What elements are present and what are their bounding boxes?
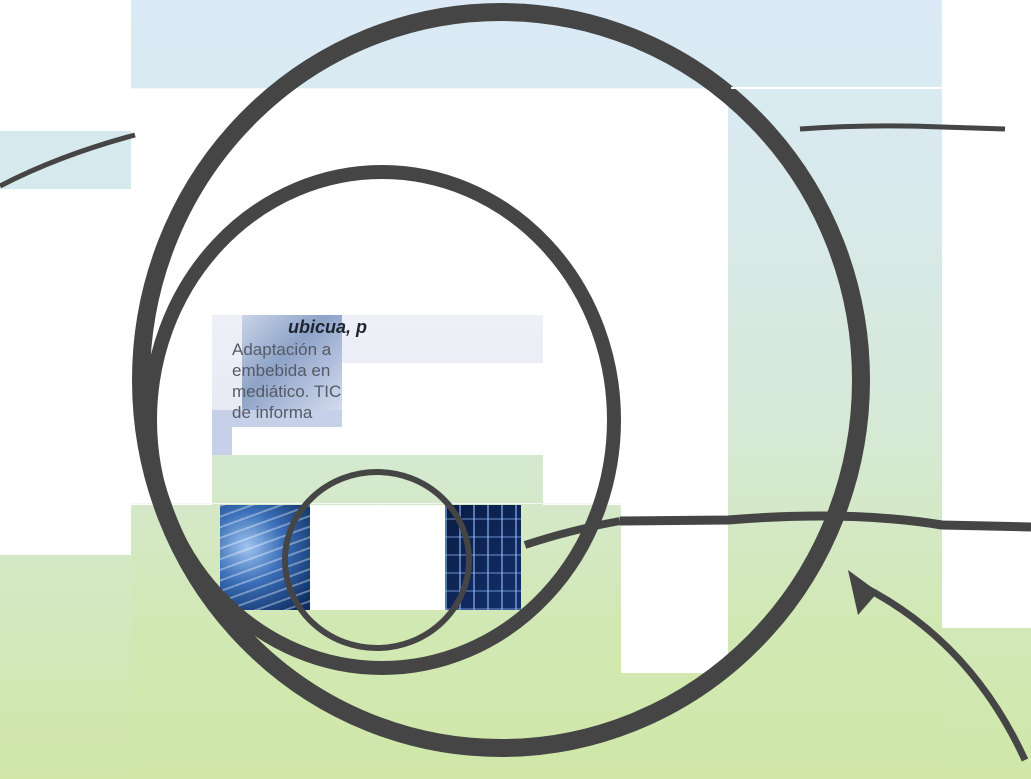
right-top-line bbox=[799, 123, 1006, 132]
connector-line bbox=[523, 517, 621, 549]
body-line: de informa bbox=[232, 403, 313, 422]
card-body-text: Adaptación a embebida en mediático. TIC … bbox=[232, 339, 532, 423]
divider-line-top bbox=[131, 88, 942, 89]
blank-thumbnail bbox=[310, 505, 447, 610]
divider-line-middle bbox=[131, 503, 621, 504]
heading-word: ubicua bbox=[288, 317, 347, 337]
content-panel-left bbox=[0, 189, 131, 555]
content-panel-right-inner bbox=[621, 315, 728, 673]
body-line: embebida en bbox=[232, 361, 331, 380]
small-ring bbox=[282, 469, 472, 651]
arrow-head-icon bbox=[848, 570, 878, 615]
heading-tail: , p bbox=[346, 317, 368, 337]
content-panel-right-top bbox=[942, 0, 1031, 131]
occluding-panel-bottom bbox=[232, 427, 532, 455]
body-line: mediático. TIC bbox=[232, 382, 342, 401]
text-card: ubicua, p Adaptación a embebida en mediá… bbox=[212, 315, 543, 455]
content-panel-right bbox=[942, 131, 1031, 628]
content-panel-left-top bbox=[0, 0, 131, 131]
card-heading: ubicua, p bbox=[288, 317, 367, 338]
right-mid-line bbox=[619, 511, 1031, 532]
inner-ring bbox=[143, 165, 621, 675]
outer-ring bbox=[132, 3, 870, 757]
background-strip-left-bottom bbox=[0, 555, 131, 779]
body-line: Adaptación a bbox=[232, 340, 332, 359]
left-arc bbox=[0, 132, 136, 189]
keyboard-photo bbox=[242, 315, 342, 425]
lower-arc bbox=[858, 581, 1029, 762]
